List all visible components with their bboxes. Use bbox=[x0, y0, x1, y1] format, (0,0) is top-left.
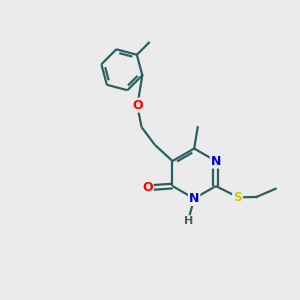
Text: N: N bbox=[189, 192, 200, 205]
Text: N: N bbox=[211, 154, 221, 167]
Text: H: H bbox=[184, 216, 194, 226]
Text: S: S bbox=[233, 191, 242, 204]
Text: O: O bbox=[132, 99, 143, 112]
Text: O: O bbox=[142, 181, 153, 194]
